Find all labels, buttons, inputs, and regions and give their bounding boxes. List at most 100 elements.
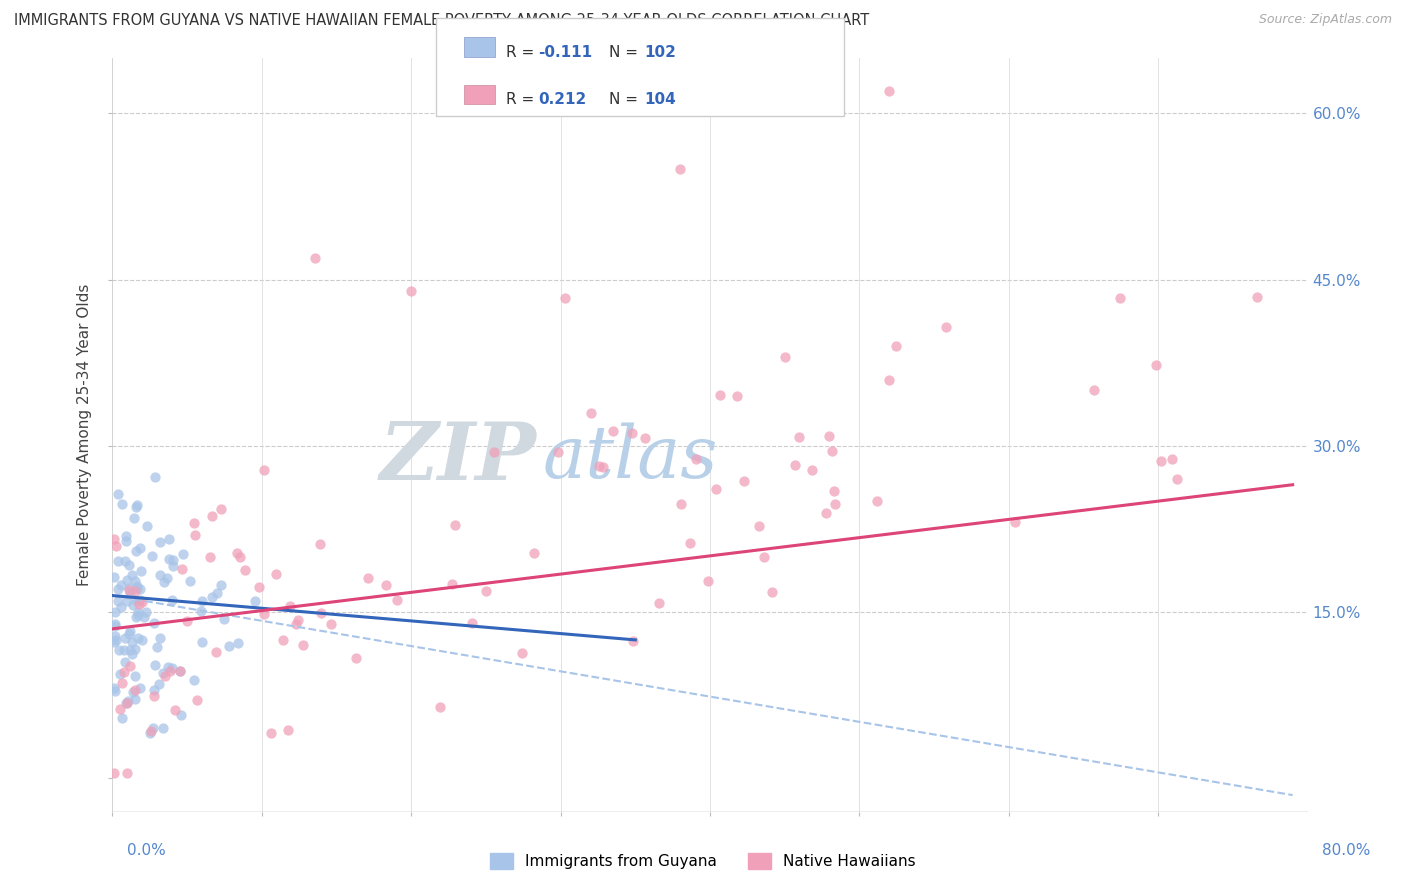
Point	[704, 482, 727, 496]
Point	[125, 500, 148, 514]
Point	[134, 610, 156, 624]
Point	[385, 592, 408, 607]
Point	[815, 506, 838, 520]
Text: atlas: atlas	[543, 422, 718, 492]
Point	[104, 618, 127, 632]
Point	[592, 459, 614, 474]
Point	[821, 444, 844, 458]
Point	[103, 570, 125, 584]
Point	[139, 724, 162, 739]
Point	[108, 643, 131, 657]
Point	[114, 655, 136, 669]
Point	[139, 726, 162, 740]
Point	[112, 643, 135, 657]
Point	[685, 451, 707, 466]
Point	[260, 726, 283, 740]
Point	[186, 693, 208, 707]
Point	[118, 642, 141, 657]
Point	[153, 575, 176, 590]
Point	[163, 703, 186, 717]
Point	[121, 647, 143, 661]
Point	[356, 571, 378, 585]
Point	[761, 584, 783, 599]
Point	[146, 640, 169, 654]
Point	[124, 574, 146, 589]
Point	[127, 608, 149, 623]
Point	[115, 574, 138, 588]
Point	[149, 534, 172, 549]
Point	[482, 444, 505, 458]
Point	[110, 599, 132, 614]
Point	[866, 494, 889, 508]
Point	[1144, 358, 1167, 372]
Point	[131, 595, 153, 609]
Point	[115, 529, 138, 543]
Point	[801, 463, 824, 477]
Text: N =: N =	[609, 45, 643, 60]
Point	[129, 541, 152, 555]
Text: 80.0%: 80.0%	[1323, 843, 1371, 858]
Point	[169, 665, 191, 679]
Point	[648, 596, 671, 610]
Text: R =: R =	[506, 92, 540, 107]
Point	[135, 519, 157, 533]
Point	[143, 689, 166, 703]
Point	[131, 633, 153, 648]
Point	[696, 574, 718, 589]
Point	[107, 487, 129, 501]
Point	[510, 646, 533, 660]
Point	[783, 458, 806, 472]
Point	[233, 563, 256, 577]
Text: 102: 102	[644, 45, 676, 60]
Text: -0.111: -0.111	[538, 45, 592, 60]
Point	[115, 594, 138, 608]
Point	[309, 537, 332, 551]
Point	[149, 631, 172, 645]
Point	[103, 681, 125, 695]
Point	[634, 431, 657, 445]
Point	[884, 339, 907, 353]
Point	[191, 594, 214, 608]
Point	[117, 694, 139, 708]
Point	[159, 664, 181, 678]
Point	[1108, 291, 1130, 305]
Point	[198, 549, 221, 564]
Point	[287, 613, 309, 627]
Point	[588, 458, 610, 473]
Point	[209, 502, 232, 516]
Point	[444, 518, 467, 533]
Point	[176, 614, 198, 628]
Point	[621, 633, 644, 648]
Y-axis label: Female Poverty Among 25-34 Year Olds: Female Poverty Among 25-34 Year Olds	[77, 284, 93, 586]
Point	[153, 669, 176, 683]
Point	[748, 519, 770, 533]
Point	[172, 547, 194, 561]
Point	[129, 582, 152, 597]
Point	[124, 641, 146, 656]
Point	[291, 638, 314, 652]
Point	[111, 676, 134, 690]
Point	[135, 605, 157, 619]
Point	[725, 389, 748, 403]
Text: N =: N =	[609, 92, 643, 107]
Point	[118, 627, 141, 641]
Point	[523, 546, 546, 560]
Point	[125, 581, 148, 595]
Point	[110, 577, 132, 591]
Point	[117, 766, 139, 780]
Point	[129, 593, 152, 607]
Point	[218, 639, 240, 653]
Point	[157, 660, 180, 674]
Point	[103, 532, 125, 546]
Point	[264, 567, 287, 582]
Point	[200, 508, 222, 523]
Point	[149, 568, 172, 582]
Point	[304, 251, 326, 265]
Point	[115, 696, 138, 710]
Point	[253, 607, 276, 622]
Point	[1083, 384, 1105, 398]
Point	[1004, 515, 1026, 529]
Point	[621, 426, 644, 441]
Point	[121, 635, 143, 649]
Point	[823, 484, 845, 499]
